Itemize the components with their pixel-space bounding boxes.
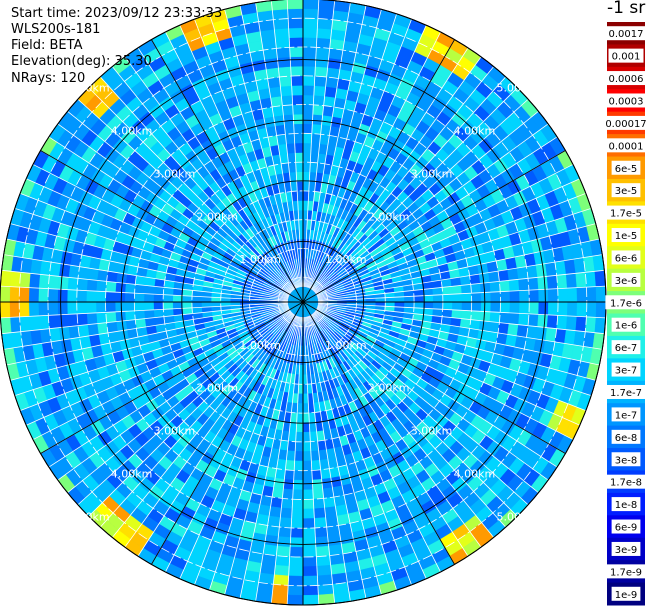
colorbar-label: 6e-6 — [615, 253, 638, 264]
colorbar-label: 6e-8 — [615, 433, 638, 444]
ray-separator — [316, 178, 580, 297]
colorbar-label: 0.0003 — [609, 96, 644, 107]
ray-separator — [312, 76, 507, 292]
ray-separator — [314, 111, 539, 293]
colorbar-label: 1.7e-9 — [610, 567, 642, 578]
colorbar-label: 3e-9 — [615, 545, 638, 556]
colorbar-label: 3e-7 — [615, 366, 638, 377]
ppi-cells — [0, 0, 607, 606]
colorbar-label: 0.00017 — [605, 119, 646, 130]
colorbar-label: 1e-8 — [615, 500, 638, 511]
colorbar-label: 1e-5 — [615, 231, 638, 242]
colorbar-label: 1.7e-7 — [610, 388, 642, 399]
colorbar-label: 0.001 — [612, 52, 641, 63]
colorbar-label: 6e-7 — [615, 343, 638, 354]
ray-separator — [316, 164, 574, 296]
colorbar-label: 3e-5 — [615, 186, 638, 197]
colorbar-label: 1e-6 — [615, 321, 638, 332]
colorbar-label: 6e-5 — [615, 164, 638, 175]
colorbar-label: 6e-9 — [615, 523, 638, 534]
colorbar-label: 1e-7 — [615, 410, 638, 421]
colorbar-label: 1.7e-6 — [610, 298, 642, 309]
colorbar-label: 3e-6 — [615, 276, 638, 287]
ray-separator — [313, 98, 529, 293]
ray-separator — [315, 136, 558, 295]
colorbar-label: 0.0006 — [609, 74, 644, 85]
colorbar-label: 1e-9 — [615, 590, 638, 601]
ray-separator — [313, 87, 518, 292]
colorbar-label: 0.0001 — [609, 141, 644, 152]
ray-separator — [315, 123, 549, 294]
colorbar-label: 1.7e-8 — [610, 478, 642, 489]
colorbar-label: 3e-8 — [615, 455, 638, 466]
colorbar-label: 1.7e-5 — [610, 209, 642, 220]
colorbar-label: 0.0017 — [609, 29, 644, 40]
